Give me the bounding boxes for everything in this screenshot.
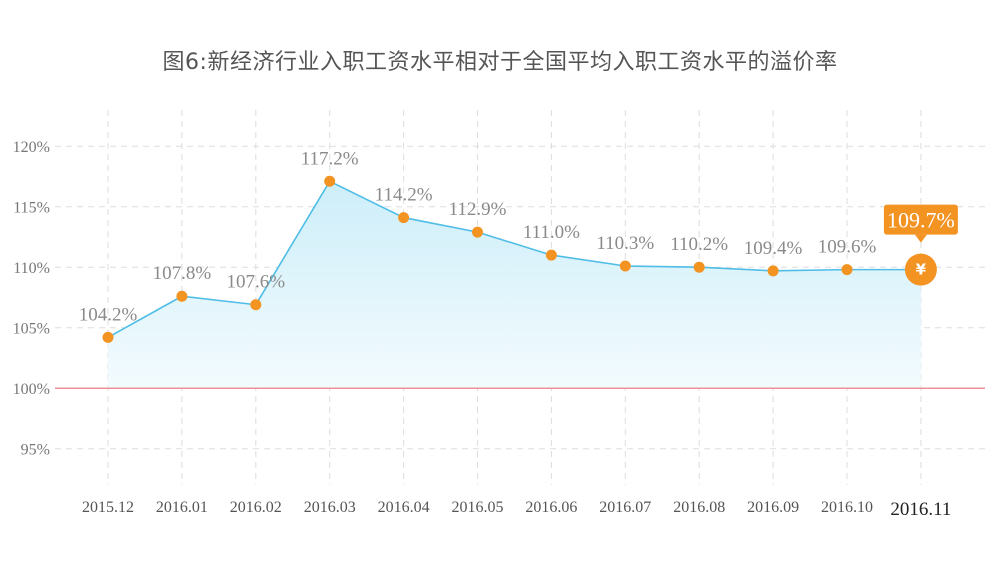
data-point xyxy=(841,264,853,276)
data-label: 112.9% xyxy=(449,199,507,220)
data-label: 114.2% xyxy=(375,185,433,206)
x-tick-label: 2016.06 xyxy=(525,499,577,516)
data-point xyxy=(545,249,557,261)
data-label: 117.2% xyxy=(301,148,359,169)
data-point xyxy=(324,175,336,187)
data-point xyxy=(472,226,483,238)
x-tick-label: 2016.04 xyxy=(378,499,430,516)
area-fill xyxy=(108,181,921,389)
x-tick-label: 2016.09 xyxy=(747,499,799,516)
data-point xyxy=(250,299,262,311)
x-tick-label: 2016.05 xyxy=(452,499,504,516)
x-tick-label: 2016.10 xyxy=(821,499,873,516)
data-point xyxy=(102,331,114,343)
data-point xyxy=(619,260,631,272)
x-tick-label: 2016.01 xyxy=(156,499,208,516)
x-tick-label: 2016.11 xyxy=(890,499,951,520)
y-tick-label: 105% xyxy=(13,321,50,338)
yen-icon: ¥ xyxy=(916,261,927,279)
y-tick-label: 100% xyxy=(13,381,50,398)
y-tick-label: 120% xyxy=(13,139,50,156)
data-label: 109.6% xyxy=(818,237,877,258)
series-line xyxy=(107,180,921,339)
data-point xyxy=(176,290,188,302)
last-point-badge xyxy=(904,253,937,286)
chart-title: 图6:新经济行业入职工资水平相对于全国平均入职工资水平的溢价率 xyxy=(162,50,838,75)
data-label: 104.2% xyxy=(79,304,138,325)
y-tick-label: 110% xyxy=(13,260,50,277)
data-label: 107.6% xyxy=(227,272,286,293)
data-label: 110.2% xyxy=(670,234,728,255)
callout-label: 109.7% xyxy=(887,208,955,233)
x-tick-label: 2016.07 xyxy=(599,499,651,516)
x-tick-label: 2016.02 xyxy=(230,499,282,516)
x-tick-label: 2015.12 xyxy=(82,499,134,516)
data-point xyxy=(398,212,410,224)
callout-box xyxy=(883,204,958,235)
callout-pointer xyxy=(914,234,927,243)
x-tick-label: 2016.03 xyxy=(304,499,356,516)
data-point xyxy=(767,265,779,277)
y-tick-label: 95% xyxy=(21,442,50,459)
y-tick-label: 115% xyxy=(13,200,50,217)
data-label: 107.8% xyxy=(153,263,212,284)
data-label: 111.0% xyxy=(523,222,580,243)
data-label: 110.3% xyxy=(596,233,654,254)
data-point xyxy=(693,261,705,273)
data-label: 109.4% xyxy=(744,238,803,259)
x-tick-label: 2016.08 xyxy=(673,499,725,516)
